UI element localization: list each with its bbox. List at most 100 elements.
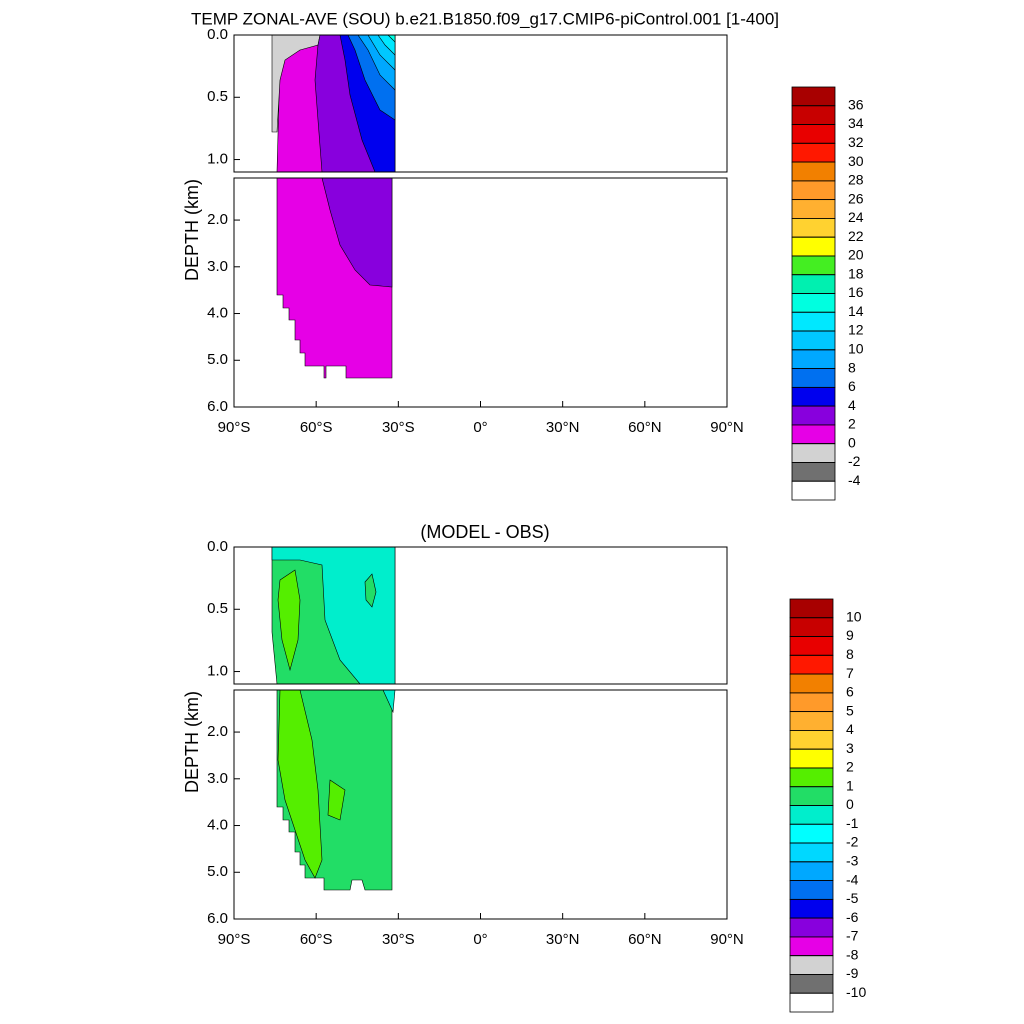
- colorbar-box: [789, 974, 834, 994]
- y-tick-label: 4.0: [207, 816, 228, 833]
- colorbar-box: [789, 842, 834, 863]
- colorbar-box: [789, 767, 834, 788]
- colorbar-box: [791, 86, 836, 107]
- y-tick-label: 1.0: [207, 663, 228, 680]
- colorbar-label: 12: [848, 322, 864, 338]
- colorbar-box: [789, 711, 834, 731]
- colorbar-box: [791, 255, 836, 276]
- y-axis-label: DEPTH (km): [182, 179, 202, 281]
- contour-region: [364, 573, 377, 608]
- colorbar-label: -2: [846, 834, 859, 850]
- colorbar-label: 6: [846, 684, 854, 700]
- colorbar-label: 30: [848, 153, 864, 169]
- colorbar-label: 32: [848, 134, 864, 150]
- colorbar-label: 5: [846, 702, 854, 718]
- colorbar-label: -8: [846, 946, 859, 962]
- x-tick-label: 30°N: [546, 931, 580, 948]
- colorbar-box: [791, 199, 836, 219]
- y-axis-label: DEPTH (km): [182, 691, 202, 793]
- colorbar-box: [791, 105, 836, 125]
- contour-region: [271, 546, 396, 685]
- y-tick-label: 0.0: [207, 538, 228, 555]
- colorbar-label: 10: [848, 341, 864, 357]
- colorbar-box: [789, 598, 834, 619]
- x-tick-label: 30°S: [382, 419, 415, 436]
- colorbar-box: [791, 274, 836, 294]
- y-tick-label: 4.0: [207, 304, 228, 321]
- colorbar-label: 28: [848, 172, 864, 188]
- y-tick-label: 6.0: [207, 398, 228, 415]
- colorbar-box: [789, 748, 834, 769]
- x-tick-label: 0°: [473, 931, 487, 948]
- colorbar-box: [791, 218, 836, 238]
- colorbar-label: 7: [846, 665, 854, 681]
- x-tick-label: 30°N: [546, 419, 580, 436]
- contour-region: [277, 689, 323, 879]
- colorbar-label: 4: [846, 721, 854, 737]
- colorbar-label: 36: [848, 96, 864, 112]
- colorbar-box: [789, 617, 834, 637]
- colorbar-box: [789, 823, 834, 844]
- colorbar-label: 10: [846, 608, 862, 624]
- colorbar-label: 24: [848, 209, 864, 225]
- colorbar-label: 20: [848, 247, 864, 263]
- colorbar-label: 0: [848, 434, 856, 450]
- colorbar-box: [791, 293, 836, 313]
- y-tick-label: 5.0: [207, 351, 228, 368]
- x-tick-label: 30°S: [382, 931, 415, 948]
- y-tick-label: 3.0: [207, 258, 228, 275]
- x-tick-label: 60°N: [628, 931, 662, 948]
- colorbar-label: -1: [846, 815, 859, 831]
- colorbar-label: 0: [846, 796, 854, 812]
- x-tick-label: 60°S: [300, 419, 333, 436]
- colorbar-label: 2: [846, 759, 854, 775]
- colorbar-box: [791, 236, 836, 257]
- colorbar-label: 2: [848, 416, 856, 432]
- colorbar-box: [791, 368, 836, 388]
- x-tick-label: 90°N: [710, 931, 744, 948]
- colorbar-label: 18: [848, 265, 864, 281]
- contour-region: [327, 779, 346, 821]
- colorbar-box: [791, 405, 836, 426]
- colorbar-label: -3: [846, 853, 859, 869]
- y-tick-label: 5.0: [207, 863, 228, 880]
- colorbar-label: -5: [846, 890, 859, 906]
- colorbar-box: [791, 462, 836, 482]
- x-tick-label: 60°N: [628, 419, 662, 436]
- colorbar-box: [789, 992, 834, 1013]
- colorbar-label: 34: [848, 115, 864, 131]
- colorbar-box: [789, 805, 834, 825]
- colorbar-box: [789, 673, 834, 694]
- colorbar-box: [789, 880, 834, 900]
- colorbar-box: [789, 636, 834, 656]
- colorbar-label: 22: [848, 228, 864, 244]
- contour-region: [321, 177, 393, 288]
- colorbar-box: [789, 692, 834, 713]
- colorbar-box: [791, 330, 836, 351]
- colorbar-label: 3: [846, 740, 854, 756]
- x-tick-label: 90°N: [710, 419, 744, 436]
- colorbar-box: [791, 349, 836, 369]
- colorbar-label: -7: [846, 928, 859, 944]
- contour-region: [277, 569, 301, 672]
- colorbar-box: [791, 161, 836, 182]
- colorbar-label: 6: [848, 378, 856, 394]
- colorbar-box: [789, 654, 834, 675]
- colorbar-label: 9: [846, 627, 854, 643]
- colorbar-label: -2: [848, 453, 861, 469]
- y-tick-label: 3.0: [207, 770, 228, 787]
- colorbar-label: -9: [846, 965, 859, 981]
- y-tick-label: 0.5: [207, 88, 228, 105]
- plot-frame: [233, 546, 728, 685]
- colorbar-box: [789, 936, 834, 957]
- colorbar-box: [791, 443, 836, 463]
- colorbar-box: [791, 124, 836, 144]
- colorbar-box: [789, 861, 834, 881]
- colorbar-label: 4: [848, 397, 856, 413]
- y-tick-label: 6.0: [207, 910, 228, 927]
- y-tick-label: 0.0: [207, 26, 228, 43]
- colorbar-box: [789, 917, 834, 938]
- colorbar-box: [791, 424, 836, 445]
- y-tick-label: 1.0: [207, 151, 228, 168]
